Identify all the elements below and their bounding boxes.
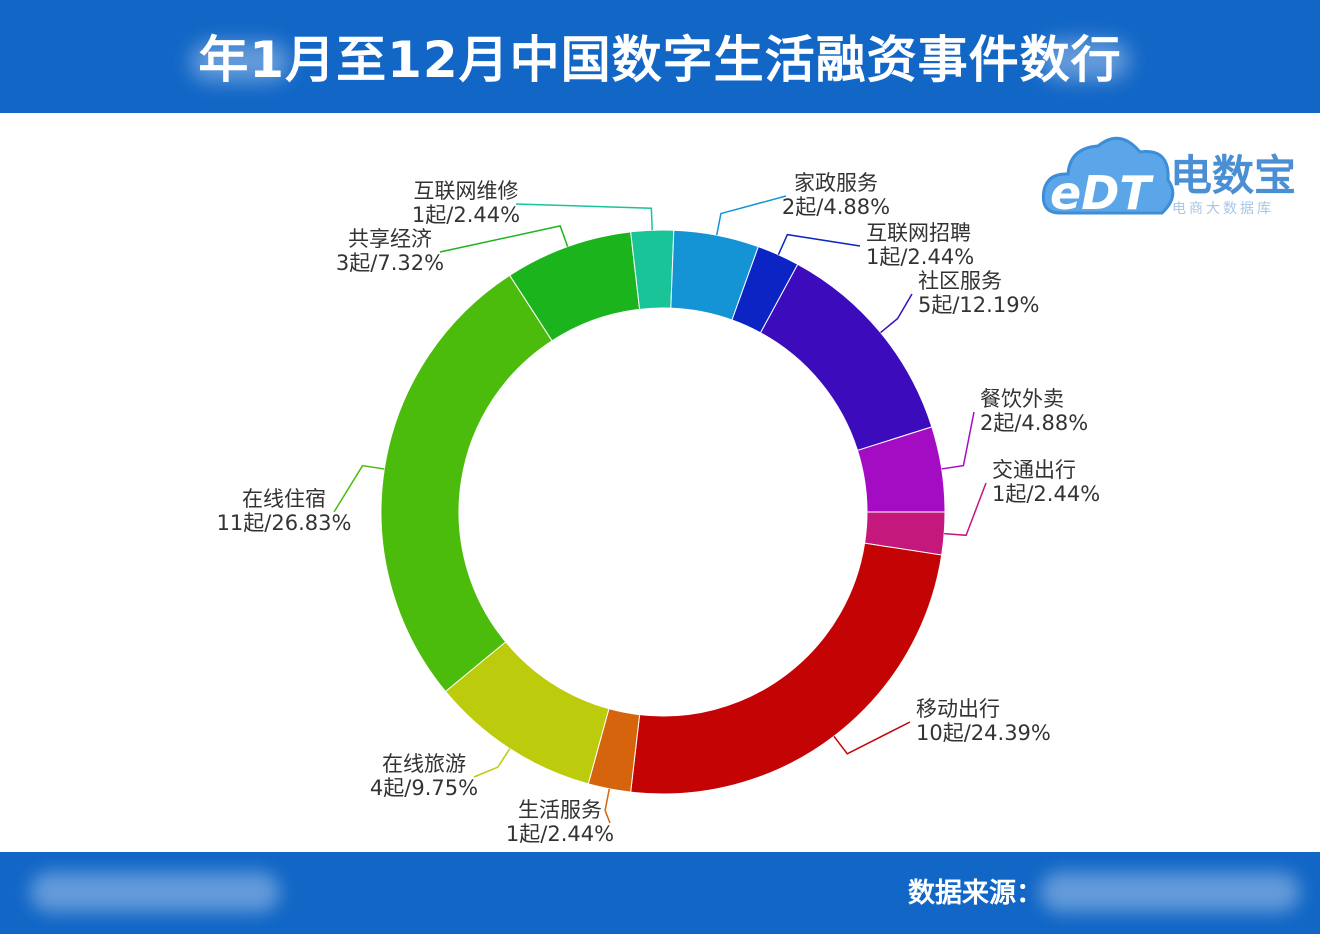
slice-name-label: 互联网维修 <box>414 179 519 203</box>
header-blurred-text-right <box>1040 40 1130 80</box>
slice-value-label: 1起/2.44% <box>412 203 520 227</box>
logo-subtitle: 电商大数据库 <box>1172 201 1274 217</box>
logo-brand-text: 电数宝 <box>1170 151 1297 200</box>
leader-line <box>941 411 975 470</box>
footer-blurred-text-right <box>1040 872 1300 912</box>
slice-name-label: 共享经济 <box>348 227 432 251</box>
slice-value-label: 5起/12.19% <box>918 293 1040 317</box>
footer-bar <box>0 852 1320 934</box>
leader-line <box>439 225 569 253</box>
header-blurred-text-left <box>190 42 290 82</box>
donut-slice <box>856 426 946 513</box>
slice-name-label: 社区服务 <box>918 269 1002 293</box>
slice-value-label: 2起/4.88% <box>980 411 1088 435</box>
slice-value-label: 2起/4.88% <box>782 195 890 219</box>
slice-value-label: 4起/9.75% <box>370 776 478 800</box>
donut-slice <box>380 274 553 693</box>
donut-slice <box>759 263 933 452</box>
footer-blurred-text-left <box>30 872 280 912</box>
leader-line <box>833 721 911 755</box>
leader-line <box>473 748 511 778</box>
slice-name-label: 生活服务 <box>518 798 602 822</box>
slice-name-label: 在线住宿 <box>242 487 326 511</box>
slice-name-label: 交通出行 <box>992 458 1076 482</box>
leader-line <box>777 233 861 256</box>
slice-name-label: 互联网招聘 <box>866 221 971 245</box>
logo-mark: eDT <box>1050 166 1151 220</box>
slice-value-label: 1起/2.44% <box>992 482 1100 506</box>
slice-name-label: 家政服务 <box>794 171 878 195</box>
slice-value-label: 3起/7.32% <box>336 251 444 275</box>
data-source-label: 数据来源： <box>908 878 1043 909</box>
slice-name-label: 移动出行 <box>916 697 1000 721</box>
slice-value-label: 1起/2.44% <box>506 822 614 846</box>
slice-value-label: 11起/26.83% <box>217 511 352 535</box>
leader-line <box>944 482 987 537</box>
slice-name-label: 餐饮外卖 <box>980 387 1064 411</box>
page-title: 年1月至12月中国数字生活融资事件数行 <box>198 31 1122 89</box>
donut-slice <box>630 542 943 795</box>
leader-line <box>515 203 653 231</box>
cloud-icon <box>1041 136 1175 215</box>
leader-line <box>333 464 385 513</box>
leader-line <box>604 788 611 824</box>
header-bar <box>0 0 1320 113</box>
slice-value-label: 10起/24.39% <box>916 721 1051 745</box>
leader-line <box>715 195 787 236</box>
slice-value-label: 1起/2.44% <box>866 245 974 269</box>
brand-logo: eDT 电数宝 电商大数据库 <box>1040 118 1315 228</box>
slice-name-label: 在线旅游 <box>382 752 466 776</box>
leader-line <box>880 293 913 334</box>
